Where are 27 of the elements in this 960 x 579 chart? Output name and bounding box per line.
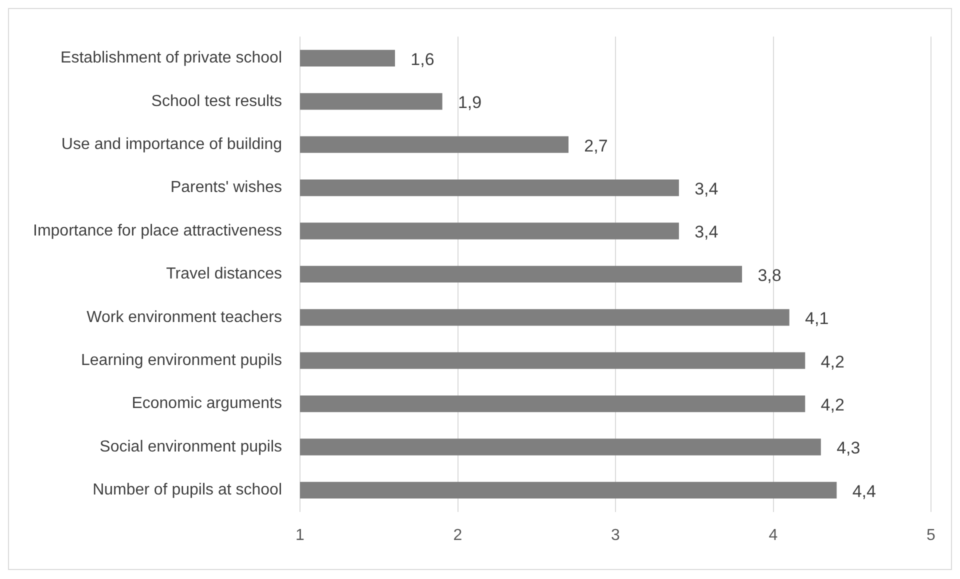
data-label: 1,9	[458, 93, 482, 112]
y-tick-label: Travel distances	[166, 266, 282, 283]
data-label: 4,2	[820, 395, 844, 414]
data-label: 3,8	[758, 266, 782, 285]
y-tick-label: Work environment teachers	[86, 308, 282, 326]
data-label: 1,6	[410, 50, 434, 69]
x-tick-label: 3	[611, 526, 620, 544]
data-label: 4,4	[852, 482, 876, 501]
x-tick-label: 4	[768, 526, 778, 544]
data-label: 3,4	[694, 222, 718, 242]
data-label: 2,7	[584, 136, 608, 156]
data-label: 4,3	[836, 438, 860, 458]
y-tick-label: School test results	[151, 92, 282, 110]
y-tick-label: Number of pupils at school	[92, 482, 282, 499]
y-tick-label: Learning environment pupils	[80, 352, 282, 370]
y-tick-label: Parents' wishes	[170, 179, 282, 196]
data-label: 4,1	[805, 309, 829, 328]
y-tick-label: Social environment pupils	[100, 438, 282, 456]
y-tick-label: Importance for place attractiveness	[32, 222, 282, 240]
y-tick-label: Economic arguments	[132, 395, 282, 412]
data-label: 3,4	[694, 179, 718, 198]
x-tick-label: 2	[453, 526, 462, 544]
y-tick-label: Use and importance of building	[61, 136, 282, 154]
y-tick-label: Establishment of private school	[60, 50, 282, 67]
data-label: 4,2	[820, 352, 844, 372]
x-tick-label: 1	[296, 526, 305, 544]
x-tick-label: 5	[926, 526, 936, 544]
